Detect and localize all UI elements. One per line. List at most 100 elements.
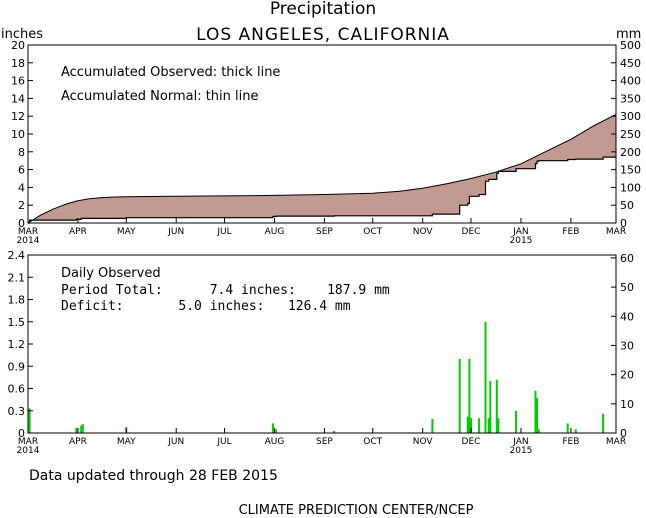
- accum-left-tick-label: 4: [18, 181, 25, 194]
- daily-precip-bar: [468, 358, 471, 433]
- daily-right-tick-label: 50: [620, 281, 634, 294]
- deficit-text: Deficit: 5.0 inches: 126.4 mm: [61, 299, 351, 314]
- daily-year-label: 2015: [510, 446, 533, 456]
- daily-precip-bar: [80, 425, 83, 433]
- accum-month-label: APR: [69, 227, 87, 237]
- daily-left-tick-label: 0.3: [8, 405, 26, 418]
- daily-month-label: JUL: [216, 437, 231, 447]
- accum-month-label: JUN: [167, 227, 184, 237]
- accum-left-tick-label: 14: [11, 92, 25, 105]
- daily-month-label: MAR: [606, 437, 626, 447]
- accum-year-label: 2014: [17, 236, 40, 246]
- daily-left-tick-label: 0: [18, 427, 25, 440]
- daily-month-label: JAN: [512, 437, 528, 447]
- daily-left-tick-label: 0.9: [8, 360, 26, 373]
- daily-right-tick-label: 40: [620, 310, 634, 323]
- daily-month-label: OCT: [363, 437, 382, 447]
- daily-precip-bar: [495, 379, 498, 433]
- daily-right-tick-label: 30: [620, 339, 634, 352]
- accum-left-tick-label: 0: [18, 217, 25, 230]
- daily-precip-bar: [431, 418, 434, 433]
- daily-precip-bar: [81, 424, 84, 433]
- accum-month-label: JAN: [512, 227, 528, 237]
- daily-precip-bar: [489, 381, 492, 433]
- daily-month-label: APR: [69, 437, 87, 447]
- daily-right-tick-label: 20: [620, 369, 634, 382]
- accumulated-panel: 0246810121416182005010015020025030035040…: [11, 39, 641, 246]
- accumulated-area-layer: [27, 113, 617, 224]
- daily-plot-frame: [27, 254, 617, 434]
- legend-normal: Accumulated Normal: thin line: [61, 89, 259, 104]
- accum-month-label: JUL: [216, 227, 231, 237]
- accum-right-tick-label: 400: [620, 75, 641, 88]
- daily-right-tick-label: 60: [620, 252, 634, 265]
- accum-year-label: 2015: [510, 236, 533, 246]
- accum-month-label: DEC: [462, 227, 481, 237]
- daily-month-label: NOV: [413, 437, 434, 447]
- accum-month-label: AUG: [265, 227, 285, 237]
- daily-precip-bar: [275, 429, 278, 433]
- accum-right-tick-label: 50: [620, 199, 634, 212]
- daily-bar-layer: [28, 321, 605, 434]
- accum-left-tick-label: 2: [18, 199, 25, 212]
- accum-left-tick-label: 18: [11, 57, 25, 70]
- daily-precip-bar: [537, 429, 540, 433]
- accum-right-tick-label: 0: [620, 217, 627, 230]
- daily-precip-bar: [271, 423, 274, 433]
- accum-month-label: MAY: [117, 227, 136, 237]
- daily-precip-bar: [536, 398, 539, 433]
- daily-precip-bar: [515, 410, 518, 434]
- daily-year-label: 2014: [17, 446, 40, 456]
- accum-month-label: SEP: [316, 227, 333, 237]
- credit-note: CLIMATE PREDICTION CENTER/NCEP: [239, 503, 474, 518]
- daily-month-label: AUG: [265, 437, 285, 447]
- daily-right-tick-label: 0: [620, 427, 627, 440]
- legend-observed: Accumulated Observed: thick line: [61, 65, 280, 80]
- right-unit-label: mm: [616, 27, 641, 42]
- accum-month-label: MAR: [606, 227, 626, 237]
- accumulated-normal-line: [27, 113, 617, 224]
- data-updated-note: Data updated through 28 FEB 2015: [29, 468, 278, 484]
- period-total-text: Period Total: 7.4 inches: 187.9 mm: [61, 283, 390, 298]
- accum-right-tick-label: 200: [620, 146, 641, 159]
- accum-left-tick-label: 20: [11, 39, 25, 52]
- daily-precip-bar: [534, 390, 537, 433]
- accum-right-tick-label: 150: [620, 164, 641, 177]
- daily-month-label: SEP: [316, 437, 333, 447]
- left-unit-label: inches: [1, 27, 43, 42]
- accum-left-tick-label: 6: [18, 164, 25, 177]
- daily-left-tick-label: 1.8: [8, 294, 26, 307]
- daily-precip-bar: [333, 430, 336, 433]
- chart-subtitle: LOS ANGELES, CALIFORNIA: [196, 25, 450, 45]
- daily-precip-bar: [566, 423, 569, 433]
- daily-precip-bar: [574, 429, 577, 433]
- daily-right-tick-label: 10: [620, 398, 634, 411]
- daily-precip-bar: [28, 408, 31, 433]
- daily-precip-bar: [484, 321, 487, 434]
- accumulated-axes: 0246810121416182005010015020025030035040…: [11, 39, 641, 246]
- daily-precip-bar: [458, 358, 461, 433]
- daily-precip-bar: [478, 418, 481, 433]
- accum-month-label: FEB: [562, 227, 579, 237]
- accum-month-label: OCT: [363, 227, 382, 237]
- accum-left-tick-label: 8: [18, 146, 25, 159]
- accum-right-tick-label: 450: [620, 57, 641, 70]
- daily-precip-bar: [470, 418, 472, 433]
- daily-precip-bar: [487, 418, 490, 433]
- daily-month-label: JUN: [167, 437, 184, 447]
- daily-month-label: MAR: [18, 437, 38, 447]
- accum-left-tick-label: 12: [11, 110, 25, 123]
- accum-right-tick-label: 500: [620, 39, 641, 52]
- chart-title: Precipitation: [270, 0, 376, 19]
- accum-right-tick-label: 350: [620, 92, 641, 105]
- daily-month-label: DEC: [462, 437, 481, 447]
- daily-left-tick-label: 1.5: [8, 316, 26, 329]
- daily-precip-bar: [602, 413, 605, 433]
- daily-left-tick-label: 1.2: [8, 338, 26, 351]
- daily-precip-bar: [497, 418, 500, 433]
- daily-month-label: MAY: [117, 437, 136, 447]
- daily-left-tick-label: 2.4: [8, 249, 26, 262]
- accum-month-label: NOV: [413, 227, 434, 237]
- accum-right-tick-label: 250: [620, 128, 641, 141]
- daily-axes: 0 0.3 0.6 0.9 1.2 1.5 1.8 2.1 2.4 0 10 20 30 40 50 60 MA…: [8, 249, 635, 456]
